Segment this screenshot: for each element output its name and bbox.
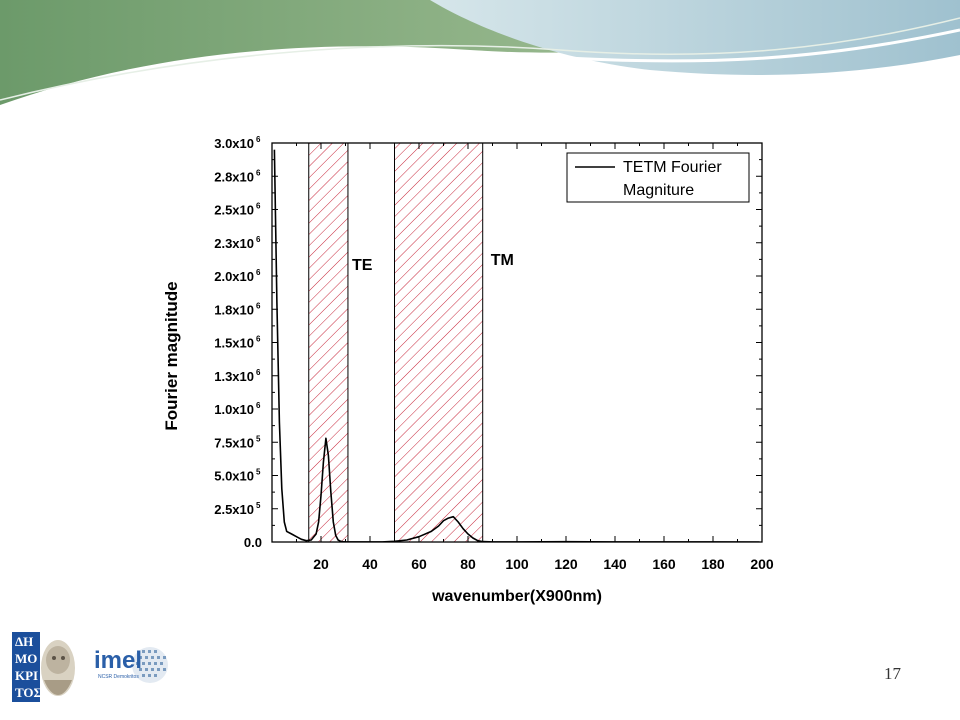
y-tick-label: 1.5x10 xyxy=(214,336,254,351)
region-labels: TE TM xyxy=(352,252,514,274)
banner-wave-blue xyxy=(430,0,960,75)
y-tick-label: 3.0x10 xyxy=(214,136,254,151)
y-axis-label: Fourier magnitude xyxy=(162,281,181,430)
legend: TETM Fourier Magniture xyxy=(566,152,750,203)
y-tick-label: 2.0x10 xyxy=(214,269,254,284)
x-tick-label: 80 xyxy=(460,556,476,572)
y-tick-exponent: 6 xyxy=(256,368,261,377)
y-tick-label: 0.0 xyxy=(244,535,262,550)
x-tick-label: 40 xyxy=(362,556,378,572)
y-tick-label: 2.8x10 xyxy=(214,169,254,184)
y-tick-exponent: 5 xyxy=(256,434,261,443)
slide-number: 17 xyxy=(884,664,901,683)
x-tick-label: 120 xyxy=(554,556,578,572)
demokritos-logo: ΔΗ ΜΟ ΚΡΙ ΤΟΣ xyxy=(8,630,80,706)
y-tick-exponent: 6 xyxy=(256,301,261,310)
hatched-regions xyxy=(308,142,484,543)
y-tick-label: 1.0x10 xyxy=(214,402,254,417)
y-tick-label: 2.5x10 xyxy=(214,203,254,218)
y-tick-label: 5.0x10 xyxy=(214,469,254,484)
x-tick-label: 60 xyxy=(411,556,427,572)
x-tick-label: 180 xyxy=(701,556,725,572)
y-tick-exponent: 5 xyxy=(256,501,261,510)
y-tick-exponent: 6 xyxy=(256,235,261,244)
region-label-tm: TM xyxy=(491,252,514,269)
y-tick-label: 2.5x10 xyxy=(214,502,254,517)
svg-text:ΔΗ: ΔΗ xyxy=(15,634,33,649)
region-label-te: TE xyxy=(352,257,373,274)
banner-wave-line xyxy=(0,28,960,112)
banner-wave-line xyxy=(0,17,960,101)
imel-logo: imel NCSR Demokritos xyxy=(94,647,168,683)
legend-text-line1: TETM Fourier xyxy=(623,159,722,176)
legend-box xyxy=(566,152,750,203)
y-tick-exponent: 6 xyxy=(256,202,261,211)
y-tick-exponent: 6 xyxy=(256,135,261,144)
x-tick-label: 200 xyxy=(750,556,774,572)
y-tick-label: 1.3x10 xyxy=(214,369,254,384)
region-tm xyxy=(394,142,484,543)
region-te xyxy=(308,142,349,543)
svg-text:ΚΡΙ: ΚΡΙ xyxy=(15,668,38,683)
x-tick-label: 160 xyxy=(652,556,676,572)
svg-text:ΜΟ: ΜΟ xyxy=(15,651,37,666)
y-tick-label: 1.8x10 xyxy=(214,302,254,317)
y-axis: 0.02.5x10 55.0x10 57.5x10 51.0x10 61.3x10 61.… xyxy=(214,135,762,550)
svg-text:ΤΟΣ: ΤΟΣ xyxy=(15,685,42,700)
y-tick-exponent: 6 xyxy=(256,168,261,177)
x-tick-label: 20 xyxy=(313,556,329,572)
x-tick-label: 140 xyxy=(603,556,627,572)
x-axis-label: wavenumber(X900nm) xyxy=(431,588,602,605)
imel-logo-subtext: NCSR Demokritos xyxy=(98,674,139,680)
header-banner xyxy=(0,0,960,112)
y-tick-exponent: 6 xyxy=(256,268,261,277)
y-tick-exponent: 6 xyxy=(256,335,261,344)
legend-text-line2: Magniture xyxy=(623,182,694,199)
y-tick-label: 7.5x10 xyxy=(214,435,254,450)
y-tick-exponent: 5 xyxy=(256,468,261,477)
x-axis: 20 40 60 80 100 120 140 160 180 200 xyxy=(296,143,774,572)
x-tick-label: 100 xyxy=(505,556,529,572)
y-tick-label: 2.3x10 xyxy=(214,236,254,251)
y-tick-exponent: 6 xyxy=(256,401,261,410)
imel-logo-text: imel xyxy=(94,647,142,674)
